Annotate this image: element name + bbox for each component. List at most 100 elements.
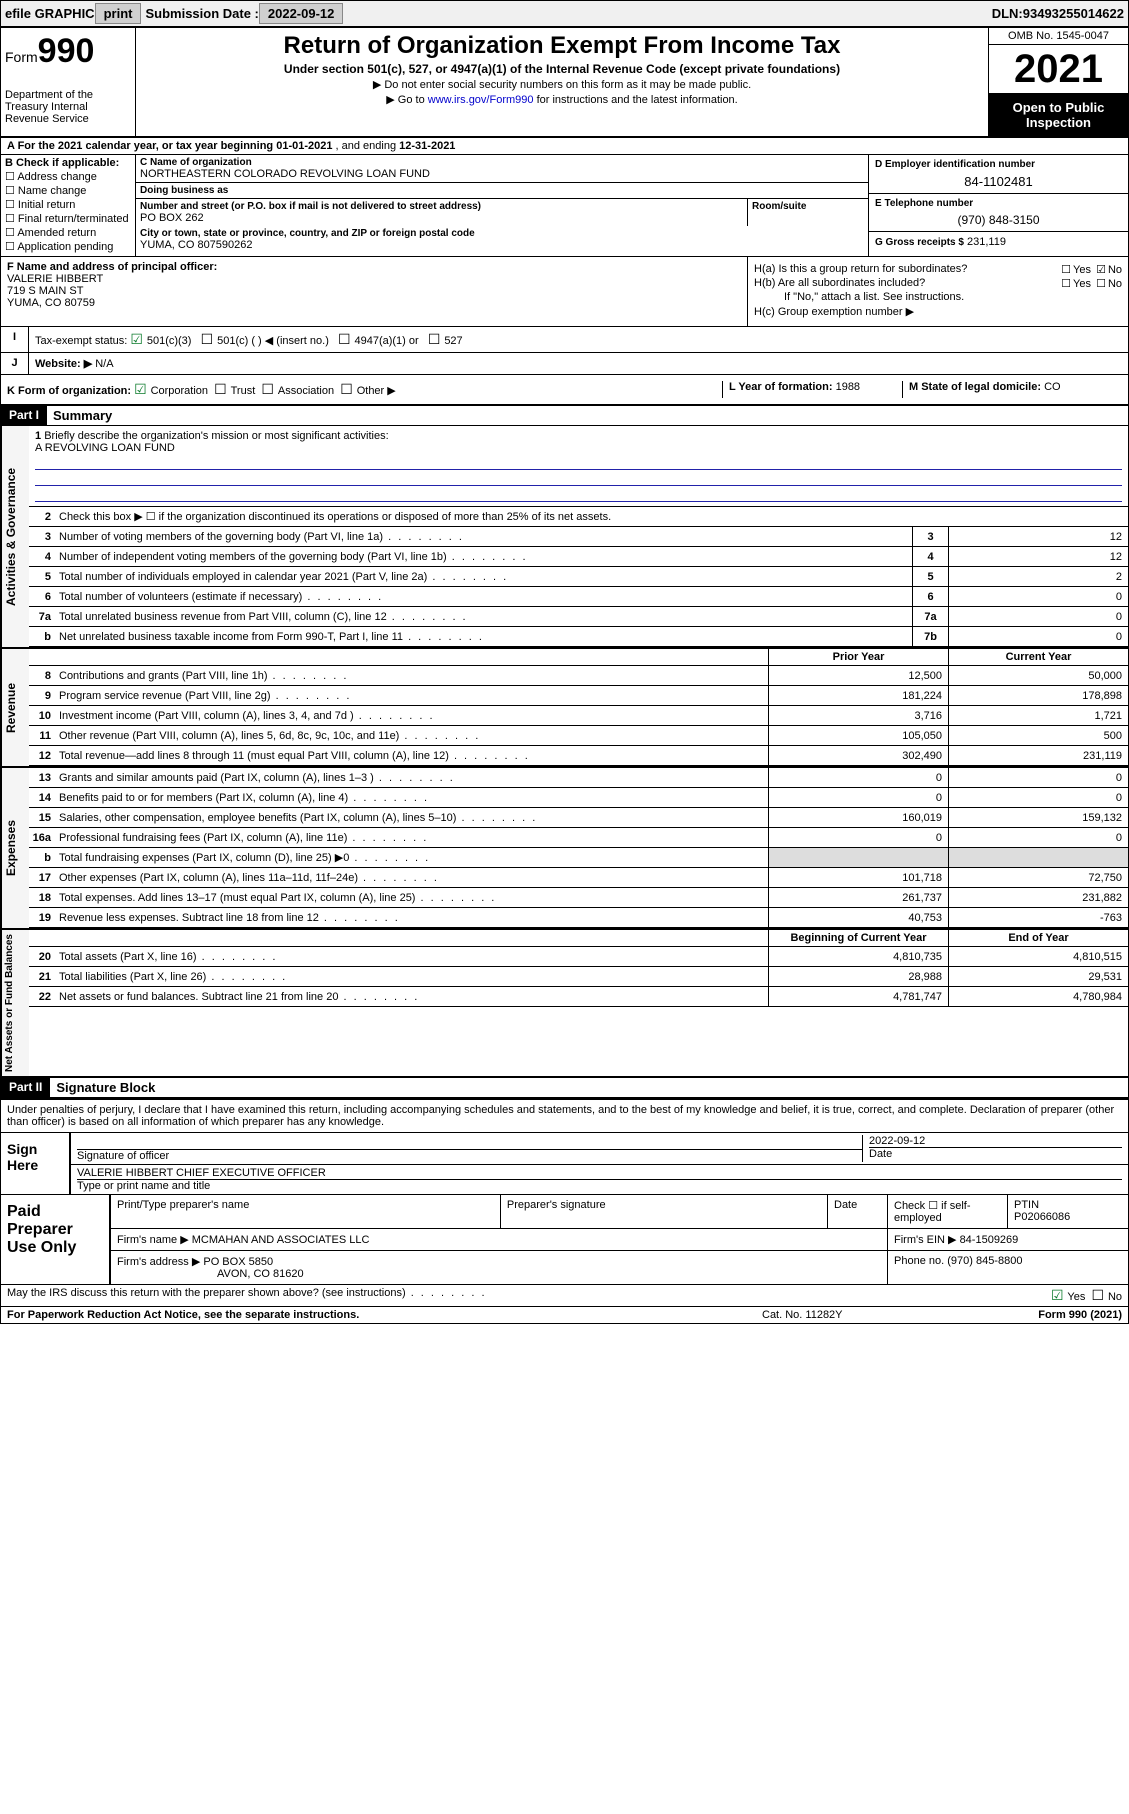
cb-501c3[interactable]: [130, 335, 146, 347]
tax-exempt-status: Tax-exempt status: 501(c)(3) 501(c) ( ) …: [29, 327, 1128, 352]
curr-21: 29,531: [948, 967, 1128, 986]
box-k: K Form of organization: Corporation Trus…: [1, 375, 1128, 406]
line-4: Number of independent voting members of …: [55, 549, 912, 565]
period-row: A For the 2021 calendar year, or tax yea…: [1, 138, 1128, 154]
line-11: Other revenue (Part VIII, column (A), li…: [55, 728, 768, 744]
prior-8: 12,500: [768, 666, 948, 685]
line-13: Grants and similar amounts paid (Part IX…: [55, 770, 768, 786]
val-5: 2: [948, 567, 1128, 586]
prior-9: 181,224: [768, 686, 948, 705]
tax-year: 2021: [989, 45, 1128, 94]
prior-21: 28,988: [768, 967, 948, 986]
cb-amended[interactable]: Amended return: [5, 226, 131, 239]
val-b: 0: [948, 627, 1128, 646]
val-6: 0: [948, 587, 1128, 606]
cb-address[interactable]: Address change: [5, 170, 131, 183]
part2-header: Part II: [1, 1078, 50, 1097]
firm-name: MCMAHAN AND ASSOCIATES LLC: [192, 1234, 370, 1246]
mission-text: A REVOLVING LOAN FUND: [35, 442, 175, 454]
form-number: 990: [38, 32, 95, 70]
curr-16a: 0: [948, 828, 1128, 847]
line-6: Total number of volunteers (estimate if …: [55, 589, 912, 605]
form-990: Form990 Department of the Treasury Inter…: [0, 27, 1129, 1324]
line-17: Other expenses (Part IX, column (A), lin…: [55, 870, 768, 886]
curr-12: 231,119: [948, 746, 1128, 765]
curr-10: 1,721: [948, 706, 1128, 725]
line-9: Program service revenue (Part VIII, line…: [55, 688, 768, 704]
box-f: F Name and address of principal officer:…: [1, 257, 748, 326]
cb-initial[interactable]: Initial return: [5, 198, 131, 211]
line-14: Benefits paid to or for members (Part IX…: [55, 790, 768, 806]
hdr-current: Current Year: [948, 649, 1128, 665]
prior-12: 302,490: [768, 746, 948, 765]
prior-15: 160,019: [768, 808, 948, 827]
paid-preparer-label: Paid Preparer Use Only: [1, 1195, 111, 1284]
form-subtitle: Under section 501(c), 527, or 4947(a)(1)…: [144, 62, 980, 76]
efile-label: efile GRAPHIC: [5, 6, 95, 21]
curr-8: 50,000: [948, 666, 1128, 685]
year-formation: 1988: [836, 381, 860, 393]
line-12: Total revenue—add lines 8 through 11 (mu…: [55, 748, 768, 764]
prior-16a: 0: [768, 828, 948, 847]
org-name: NORTHEASTERN COLORADO REVOLVING LOAN FUN…: [140, 168, 864, 180]
hdr-beginning: Beginning of Current Year: [768, 930, 948, 946]
line-7a: Total unrelated business revenue from Pa…: [55, 609, 912, 625]
prior-11: 105,050: [768, 726, 948, 745]
ein: 84-1102481: [875, 174, 1122, 189]
part1-header: Part I: [1, 406, 47, 425]
box-c: C Name of organizationNORTHEASTERN COLOR…: [136, 155, 868, 256]
line-22: Net assets or fund balances. Subtract li…: [55, 989, 768, 1005]
hdr-end: End of Year: [948, 930, 1128, 946]
line-10: Investment income (Part VIII, column (A)…: [55, 708, 768, 724]
tab-revenue: Revenue: [1, 649, 29, 766]
line-20: Total assets (Part X, line 16): [55, 949, 768, 965]
curr-13: 0: [948, 768, 1128, 787]
curr-20: 4,810,515: [948, 947, 1128, 966]
cb-pending[interactable]: Application pending: [5, 240, 131, 253]
page-footer: For Paperwork Reduction Act Notice, see …: [1, 1307, 1128, 1323]
line-b: Net unrelated business taxable income fr…: [55, 629, 912, 645]
perjury-statement: Under penalties of perjury, I declare th…: [1, 1100, 1128, 1133]
org-address: PO BOX 262: [140, 212, 743, 224]
line-8: Contributions and grants (Part VIII, lin…: [55, 668, 768, 684]
dept-treasury: Department of the Treasury Internal Reve…: [5, 89, 131, 125]
curr-14: 0: [948, 788, 1128, 807]
box-deg: D Employer identification number84-11024…: [868, 155, 1128, 256]
form-title: Return of Organization Exempt From Incom…: [144, 32, 980, 60]
dln-value: 93493255014622: [1023, 6, 1124, 21]
prior-17: 101,718: [768, 868, 948, 887]
prior-22: 4,781,747: [768, 987, 948, 1006]
line-b: Total fundraising expenses (Part IX, col…: [55, 849, 768, 866]
curr-9: 178,898: [948, 686, 1128, 705]
open-inspection: Open to Public Inspection: [989, 94, 1128, 136]
note-ssn: ▶ Do not enter social security numbers o…: [144, 78, 980, 91]
curr-22: 4,780,984: [948, 987, 1128, 1006]
gross-receipts: 231,119: [967, 236, 1006, 248]
firm-phone: (970) 845-8800: [947, 1255, 1022, 1267]
part2-title: Signature Block: [50, 1078, 161, 1097]
org-city: YUMA, CO 807590262: [140, 239, 864, 251]
prior-19: 40,753: [768, 908, 948, 927]
discuss-no[interactable]: [1091, 1291, 1107, 1303]
form-header: Form990 Department of the Treasury Inter…: [1, 28, 1128, 138]
mission-block: 1 Briefly describe the organization's mi…: [29, 426, 1128, 507]
cb-name[interactable]: Name change: [5, 184, 131, 197]
ptin: P02066086: [1014, 1211, 1122, 1223]
line-16a: Professional fundraising fees (Part IX, …: [55, 830, 768, 846]
firm-ein: 84-1509269: [960, 1234, 1019, 1246]
irs-link[interactable]: www.irs.gov/Form990: [428, 94, 534, 106]
print-button[interactable]: print: [95, 3, 142, 24]
officer-sig-name: VALERIE HIBBERT CHIEF EXECUTIVE OFFICER: [77, 1167, 1122, 1179]
prior-18: 261,737: [768, 888, 948, 907]
sign-here-label: Sign Here: [1, 1133, 71, 1194]
line-5: Total number of individuals employed in …: [55, 569, 912, 585]
val-4: 12: [948, 547, 1128, 566]
cb-final[interactable]: Final return/terminated: [5, 212, 131, 225]
phone: (970) 848-3150: [875, 213, 1122, 227]
tab-net-assets: Net Assets or Fund Balances: [1, 930, 29, 1076]
val-3: 12: [948, 527, 1128, 546]
val-7a: 0: [948, 607, 1128, 626]
submission-label: Submission Date :: [145, 6, 258, 21]
curr-19: -763: [948, 908, 1128, 927]
discuss-yes[interactable]: [1051, 1291, 1067, 1303]
